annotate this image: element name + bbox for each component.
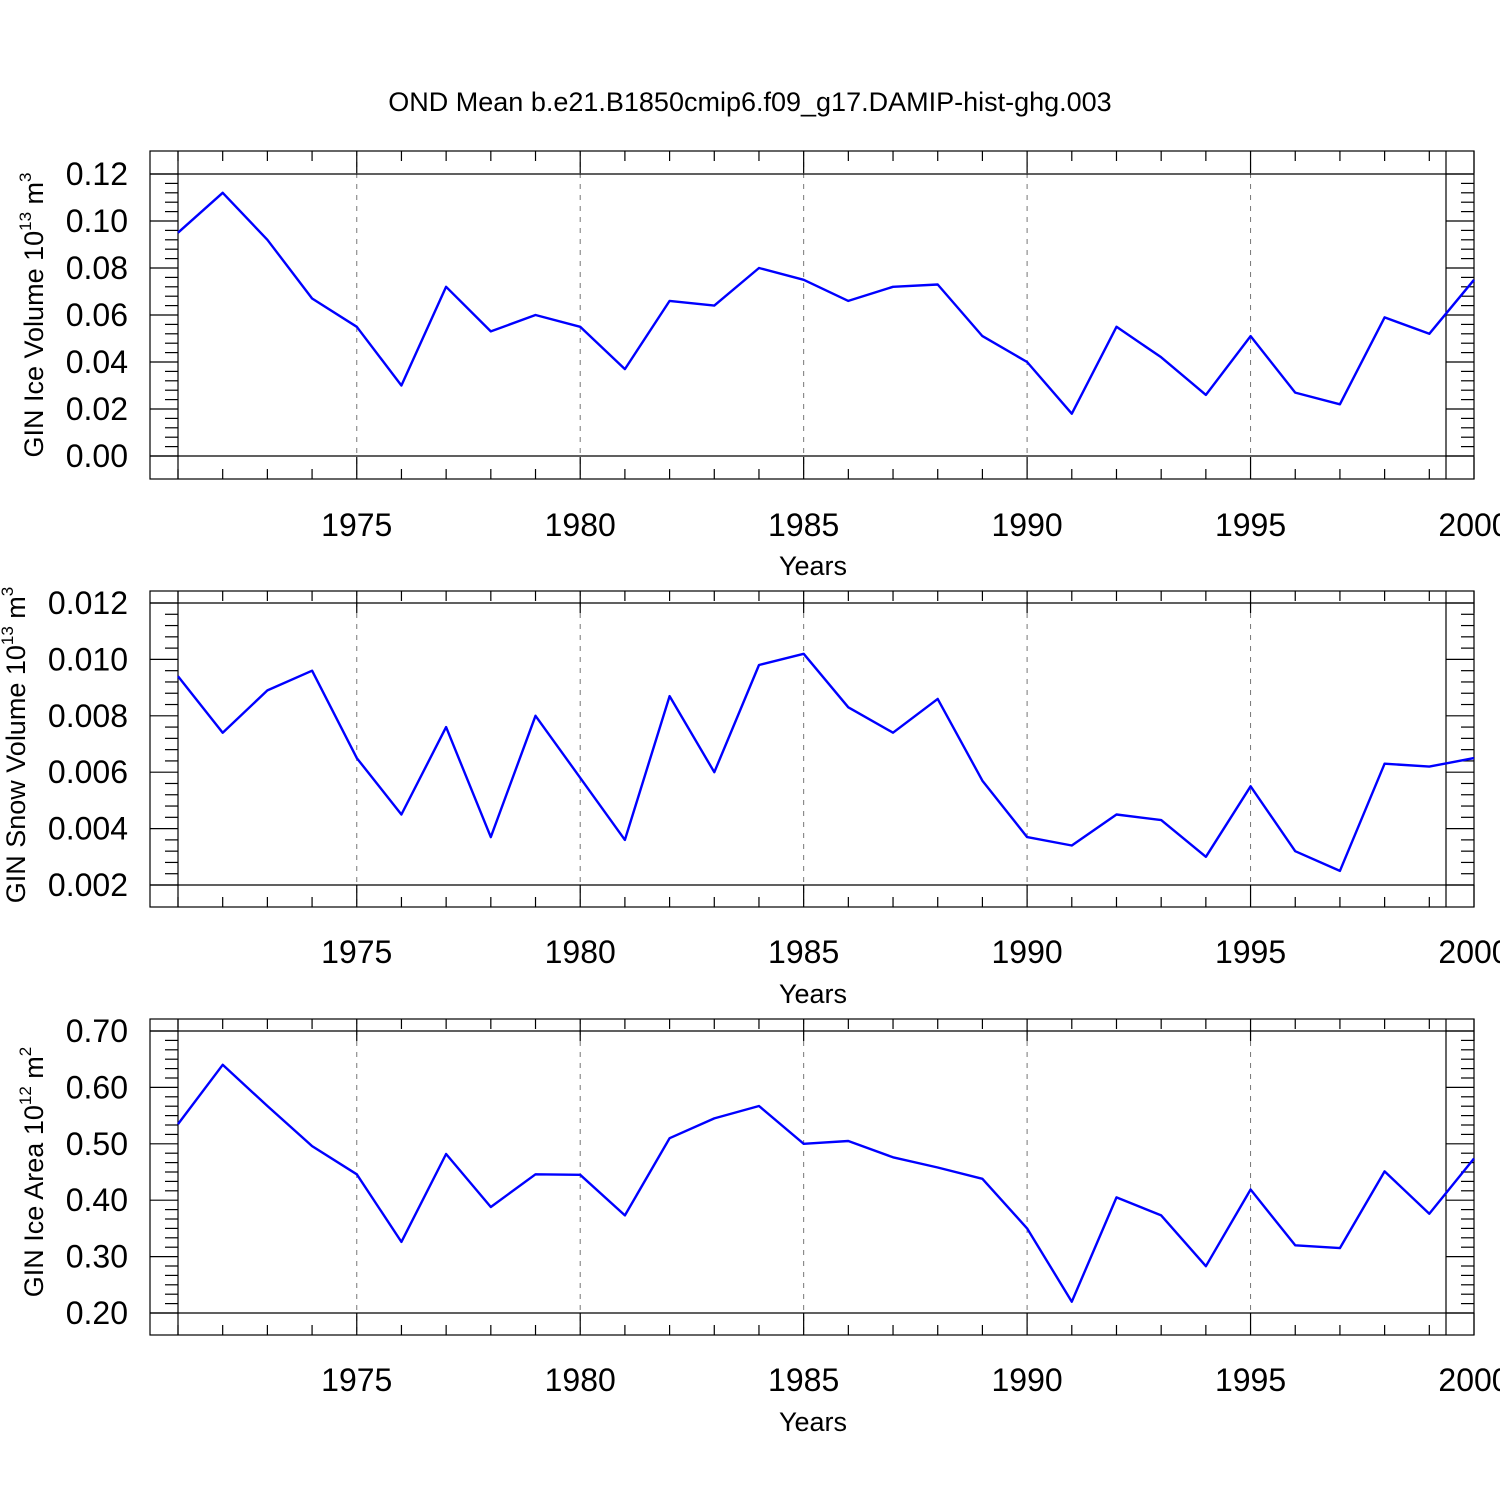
y-tick-label: 0.50 [66,1126,128,1162]
x-tick-label: 1985 [768,1362,839,1398]
series-line [177,652,1475,873]
x-tick-label: 1990 [992,1362,1063,1398]
y-tick-label: 0.08 [66,250,128,286]
x-tick-label: 1980 [545,1362,616,1398]
y-tick-label: 0.008 [48,698,128,734]
x-tick-label: 1990 [992,934,1063,970]
chart-panel-1: 0.00 0.02 0.04 0.06 0.08 0.10 0.12 1975 1980 1985… [16,150,1500,581]
panels: 0.00 0.02 0.04 0.06 0.08 0.10 0.12 1975 1980 1985… [0,150,1500,1437]
chart-panel-3: 0.20 0.30 0.40 0.50 0.60 0.70 1975 1980 1985 1990… [16,1013,1500,1437]
y-tick-label: 0.20 [66,1295,128,1331]
y-axis-title: GIN Snow Volume 1013 m3 [0,587,31,904]
x-tick-label: 1985 [768,934,839,970]
x-axis-title: Years [779,551,847,581]
y-tick-label: 0.10 [66,203,128,239]
y-tick-label: 0.012 [48,585,128,621]
series-line [177,1063,1475,1303]
x-tick-label: 2000 [1438,1362,1500,1398]
x-tick-label: 1980 [545,934,616,970]
y-axis-title: GIN Ice Volume 1013 m3 [16,172,49,457]
y-tick-label: 0.40 [66,1182,128,1218]
y-tick-label: 0.00 [66,438,128,474]
x-tick-label: 2000 [1438,934,1500,970]
x-tick-label: 1995 [1215,1362,1286,1398]
x-tick-label: 1975 [321,507,392,543]
x-tick-label: 2000 [1438,507,1500,543]
figure-title: OND Mean b.e21.B1850cmip6.f09_g17.DAMIP-… [388,87,1111,117]
plot-frame [149,1018,1475,1336]
y-tick-label: 0.12 [66,156,128,192]
series-line [177,191,1475,415]
y-tick-label: 0.60 [66,1069,128,1105]
chart-panel-2: 0.002 0.004 0.006 0.008 0.010 0.012 1975 1980 19… [0,585,1500,1009]
x-tick-label: 1995 [1215,507,1286,543]
x-axis-title: Years [779,1407,847,1437]
plot-frame [149,150,1475,480]
y-tick-label: 0.70 [66,1013,128,1049]
y-tick-label: 0.004 [48,811,128,847]
y-tick-label: 0.30 [66,1239,128,1275]
x-tick-label: 1985 [768,507,839,543]
x-axis-title: Years [779,979,847,1009]
x-tick-label: 1975 [321,934,392,970]
y-axis-title: GIN Ice Area 1012 m2 [16,1047,49,1298]
x-tick-label: 1995 [1215,934,1286,970]
x-tick-label: 1975 [321,1362,392,1398]
plot-frame [149,590,1475,908]
y-tick-label: 0.04 [66,344,128,380]
x-tick-label: 1980 [545,507,616,543]
x-tick-label: 1990 [992,507,1063,543]
y-tick-label: 0.06 [66,297,128,333]
y-tick-label: 0.010 [48,641,128,677]
y-tick-label: 0.02 [66,391,128,427]
y-tick-label: 0.002 [48,867,128,903]
y-tick-label: 0.006 [48,754,128,790]
